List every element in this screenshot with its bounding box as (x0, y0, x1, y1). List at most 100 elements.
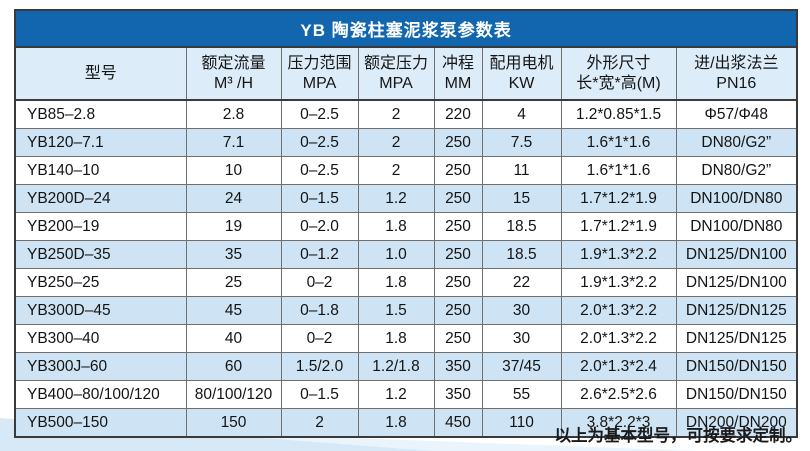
value-cell: 0–1.5 (280, 184, 359, 213)
column-header-rated-pressure: 额定压力 MPA (357, 46, 435, 101)
value-cell: 1.9*1.3*2.2 (560, 268, 677, 297)
value-cell: 1.0 (357, 240, 435, 269)
value-cell: DN100/DN80 (675, 212, 798, 241)
column-header-unit: PN16 (716, 74, 757, 92)
column-header-pressure-range: 压力范围 MPA (280, 46, 359, 101)
value-cell: 0–1.8 (280, 296, 359, 325)
column-header-rated-flow: 额定流量 M³ /H (185, 46, 282, 101)
table-title: YB 陶瓷柱塞泥浆泵参数表 (14, 9, 798, 48)
value-cell: 11 (481, 156, 562, 185)
value-cell: 4 (481, 99, 562, 129)
table-header-row: 型号 额定流量 M³ /H 压力范围 MPA 额定压力 MPA 冲程 MM 配用… (14, 46, 798, 101)
value-cell: 45 (185, 296, 282, 325)
value-cell: 2.6*2.5*2.6 (560, 380, 677, 409)
value-cell: 19 (185, 212, 282, 241)
value-cell: 220 (433, 99, 483, 129)
table-row: YB200–19 19 0–2.0 1.8 250 18.5 1.7*1.2*1.9 DN10… (14, 212, 798, 241)
value-cell: 2 (357, 128, 435, 157)
pump-spec-table: YB 陶瓷柱塞泥浆泵参数表 型号 额定流量 M³ /H 压力范围 MPA 额定压… (14, 9, 799, 438)
model-cell: YB300D–45 (14, 296, 187, 325)
value-cell: 10 (185, 156, 282, 185)
value-cell: 1.8 (357, 324, 435, 353)
table-row: YB140–10 10 0–2.5 2 250 11 1.6*1*1.6 DN80/G2” (14, 156, 798, 185)
value-cell: 0–2.5 (280, 128, 359, 157)
model-cell: YB300J–60 (14, 352, 187, 381)
model-cell: YB400–80/100/120 (14, 380, 187, 409)
value-cell: 3.8*2.2*3 (560, 408, 677, 438)
value-cell: 15 (481, 184, 562, 213)
value-cell: 110 (481, 408, 562, 438)
value-cell: 250 (433, 212, 483, 241)
table-row: YB250D–35 35 0–1.2 1.0 250 18.5 1.9*1.3*2.2 DN1… (14, 240, 798, 269)
table-row: YB120–7.1 7.1 0–2.5 2 250 7.5 1.6*1*1.6 DN80/G2… (14, 128, 798, 157)
value-cell: 1.8 (357, 212, 435, 241)
value-cell: 1.7*1.2*1.9 (560, 212, 677, 241)
column-header-label: 型号 (84, 64, 117, 82)
value-cell: 250 (433, 324, 483, 353)
value-cell: DN100/DN80 (675, 184, 798, 213)
value-cell: 1.2 (357, 380, 435, 409)
column-header-label: 额定流量 (201, 54, 266, 72)
value-cell: 55 (481, 380, 562, 409)
value-cell: 0–1.5 (280, 380, 359, 409)
value-cell: 24 (185, 184, 282, 213)
value-cell: 0–2 (280, 324, 359, 353)
value-cell: 1.2 (357, 184, 435, 213)
model-cell: YB300–40 (14, 324, 187, 353)
model-cell: YB85–2.8 (14, 99, 187, 129)
value-cell: 250 (433, 268, 483, 297)
value-cell: 150 (185, 408, 282, 438)
column-header-unit: MPA (379, 74, 413, 92)
value-cell: DN125/DN100 (675, 240, 798, 269)
value-cell: 0–2.5 (280, 156, 359, 185)
column-header-label: 压力范围 (287, 54, 352, 72)
table-row: YB400–80/100/120 80/100/120 0–1.5 1.2 350 55 2… (14, 380, 798, 409)
value-cell: 250 (433, 240, 483, 269)
value-cell: 18.5 (481, 240, 562, 269)
value-cell: 1.5/2.0 (280, 352, 359, 381)
value-cell: 2 (357, 156, 435, 185)
column-header-unit: MM (444, 74, 472, 92)
value-cell: 1.9*1.3*2.2 (560, 240, 677, 269)
table-row: YB500–150 150 2 1.8 450 110 3.8*2.2*3 DN200/DN2… (14, 408, 798, 438)
value-cell: 1.8 (357, 408, 435, 438)
value-cell: 40 (185, 324, 282, 353)
column-header-flange: 进/出浆法兰 PN16 (675, 46, 798, 101)
table-row: YB300–40 40 0–2 1.8 250 30 2.0*1.3*2.2 DN125/DN… (14, 324, 798, 353)
value-cell: 0–2 (280, 268, 359, 297)
value-cell: 25 (185, 268, 282, 297)
value-cell: DN200/DN200 (675, 408, 798, 438)
column-header-label: 额定压力 (363, 54, 428, 72)
column-header-unit: 长*宽*高(M) (576, 74, 661, 92)
column-header-motor: 配用电机 KW (481, 46, 562, 101)
value-cell: 250 (433, 296, 483, 325)
column-header-unit: MPA (302, 74, 337, 92)
value-cell: 1.6*1*1.6 (560, 156, 677, 185)
footnote: 以上为基本型号，可按要求定制。 (554, 427, 803, 445)
value-cell: 35 (185, 240, 282, 269)
model-cell: YB250–25 (14, 268, 187, 297)
value-cell: 250 (433, 184, 483, 213)
value-cell: 250 (433, 128, 483, 157)
table-row: YB300D–45 45 0–1.8 1.5 250 30 2.0*1.3*2.2 DN125… (14, 296, 798, 325)
value-cell: 80/100/120 (185, 380, 282, 409)
value-cell: 0–1.2 (280, 240, 359, 269)
value-cell: 1.7*1.2*1.9 (560, 184, 677, 213)
column-header-label: 冲程 (441, 54, 474, 72)
column-header-unit: M³ /H (213, 74, 254, 92)
value-cell: 1.6*1*1.6 (560, 128, 677, 157)
model-cell: YB500–150 (14, 408, 187, 438)
model-cell: YB200–19 (14, 212, 187, 241)
value-cell: 250 (433, 156, 483, 185)
model-cell: YB250D–35 (14, 240, 187, 269)
value-cell: 30 (481, 296, 562, 325)
column-header-stroke: 冲程 MM (433, 46, 483, 101)
value-cell: 2.0*1.3*2.4 (560, 352, 677, 381)
value-cell: 350 (433, 352, 483, 381)
value-cell: 2 (357, 99, 435, 129)
value-cell: 1.2/1.8 (357, 352, 435, 381)
column-header-dimensions: 外形尺寸 长*宽*高(M) (560, 46, 677, 101)
value-cell: 1.2*0.85*1.5 (560, 99, 677, 129)
value-cell: DN150/DN150 (675, 352, 798, 381)
value-cell: 18.5 (481, 212, 562, 241)
